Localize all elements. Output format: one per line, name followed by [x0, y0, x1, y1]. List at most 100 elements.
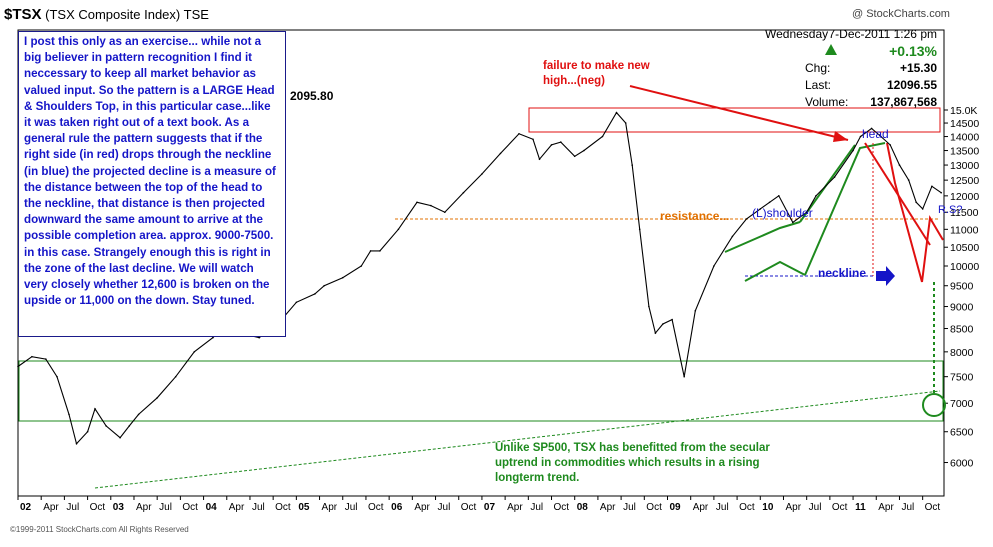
x-tick-label: Apr [414, 502, 430, 513]
x-tick-label: Apr [507, 502, 523, 513]
price-point [648, 305, 650, 308]
x-tick-label: Oct [90, 502, 106, 513]
price-point [694, 310, 697, 312]
price-point [258, 336, 261, 339]
price-point [518, 133, 520, 135]
shoulder-label: (L)shoulder [752, 206, 813, 220]
x-tick-label: Apr [785, 502, 801, 513]
price-point [778, 195, 780, 197]
exchange: TSE [183, 7, 209, 22]
x-tick-label: 10 [762, 502, 774, 513]
price-point [713, 265, 715, 267]
y-tick-label: 12000 [950, 191, 979, 203]
price-point [921, 208, 924, 210]
price-point [768, 201, 771, 204]
y-tick-label: 8000 [950, 347, 974, 359]
pct-change: +0.13% [889, 43, 937, 59]
resistance-label: resistance... [660, 209, 730, 223]
price-point [31, 355, 33, 358]
index-name: (TSX Composite Index) [45, 7, 181, 22]
footer-copyright: ©1999-2011 StockCharts.com All Rights Re… [10, 525, 189, 534]
x-tick-label: Jul [345, 502, 358, 513]
price-point [323, 284, 326, 287]
x-tick-label: Apr [878, 502, 894, 513]
x-axis: 02 Apr Jul Oct 03 Apr Jul Oct 04 Apr Jul Oct 05 Apr Ju… [17, 496, 940, 513]
y-tick-label: 6500 [950, 427, 974, 439]
x-tick-label: Jul [809, 502, 822, 513]
neckline-label: neckline [818, 266, 867, 280]
price-point [75, 443, 78, 445]
y-tick-label: 9500 [950, 281, 974, 293]
price-point [462, 191, 465, 194]
price-point [638, 228, 641, 231]
failure-label: failure to make new high...(neg) [543, 60, 650, 87]
y-axis: 6000 6500 7000 7500 8000 8500 9000 9500 10000 105… [944, 105, 979, 470]
price-point [852, 149, 854, 152]
top-zone-box [528, 107, 941, 133]
price-point [341, 276, 344, 279]
price-point [889, 144, 891, 146]
last-value: 12096.55 [886, 78, 937, 92]
price-point [573, 155, 576, 158]
price-point [731, 235, 734, 238]
price-point [915, 201, 917, 204]
x-tick-label: Jul [901, 502, 914, 513]
price-point [105, 425, 107, 427]
price-point [68, 413, 70, 416]
x-tick-label: Apr [322, 502, 338, 513]
price-point [931, 185, 933, 188]
x-tick-label: Oct [739, 502, 755, 513]
right-shoulder [921, 214, 944, 283]
price-point [56, 375, 58, 378]
price-point [859, 135, 862, 138]
price-point [615, 111, 618, 114]
x-tick-label: Oct [275, 502, 291, 513]
right-side-inner [886, 142, 923, 283]
price-point [940, 191, 942, 194]
x-tick-label: Apr [136, 502, 152, 513]
support-zone-box [18, 360, 944, 422]
price-point [499, 152, 502, 155]
price-point [631, 164, 633, 166]
price-point [295, 301, 298, 304]
price-point [444, 211, 446, 213]
head-label: head [862, 127, 889, 141]
price-point [397, 228, 400, 231]
price-marks [17, 111, 942, 445]
left-shoulder-bottom [744, 260, 806, 282]
price-point [416, 201, 418, 204]
y-tick-label: 14000 [950, 132, 979, 144]
x-tick-label: Jul [530, 502, 543, 513]
x-tick-label: 06 [391, 502, 403, 513]
price-point [481, 173, 483, 175]
date-detail: 7-Dec-2011 1:26 pm [828, 27, 937, 41]
price-point [86, 430, 89, 433]
y-tick-label: 7000 [950, 398, 974, 410]
price-point [360, 265, 363, 267]
price-point [193, 351, 196, 353]
price-point [880, 135, 882, 138]
stockcharts-mark: @ StockCharts.com [852, 8, 950, 20]
x-tick-label: Jul [66, 502, 79, 513]
right-arrow-icon [876, 266, 895, 286]
x-tick-label: Jul [716, 502, 729, 513]
volume-label: Volume: [805, 95, 849, 109]
x-tick-label: Apr [43, 502, 59, 513]
quote-panel: Wednesday 7-Dec-2011 1:26 pm +0.13% Chg: +… [765, 26, 937, 111]
x-tick-label: Oct [368, 502, 384, 513]
price-point [119, 436, 121, 439]
date-weekday: Wednesday [765, 27, 829, 41]
price-point [174, 375, 177, 378]
price-point [671, 318, 673, 321]
last-label: Last: [805, 78, 832, 92]
rs-label: R.S? [938, 204, 963, 216]
price-point [550, 144, 553, 146]
chg-value: +15.30 [899, 61, 937, 75]
overlays [18, 85, 946, 489]
y-tick-label: 7500 [950, 372, 974, 384]
x-tick-label: 03 [113, 502, 125, 513]
price-point [583, 149, 585, 152]
chart-title: $TSX (TSX Composite Index) TSE [4, 6, 209, 23]
price-point [833, 176, 836, 178]
